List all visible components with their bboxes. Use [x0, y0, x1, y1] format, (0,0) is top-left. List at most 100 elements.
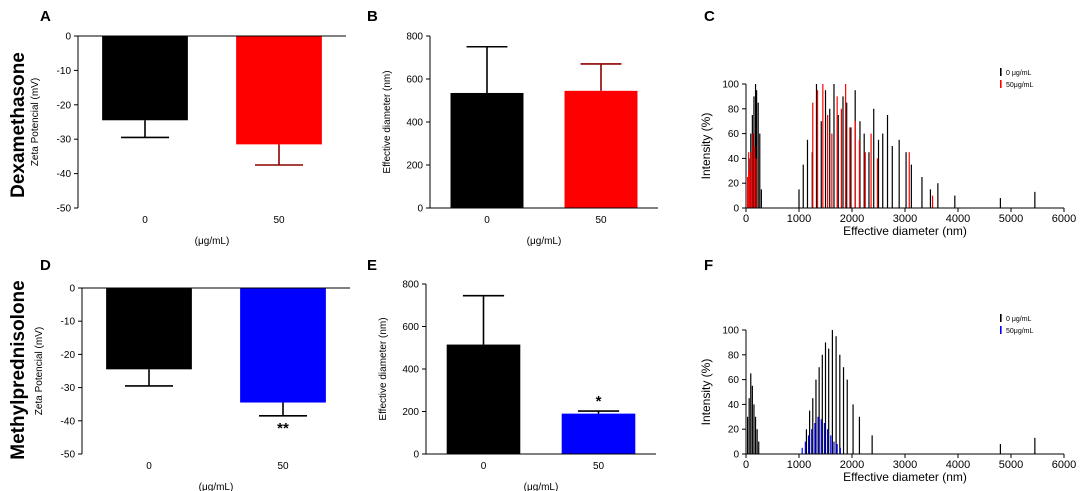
y-tick-label: 600 — [402, 322, 419, 333]
y-tick-label: -10 — [57, 66, 72, 77]
y-tick-label: 200 — [406, 161, 423, 172]
bar-50 — [561, 413, 636, 454]
x-tick-label: 0 — [484, 215, 490, 226]
x-axis-label: Effective diameter (nm) — [843, 224, 967, 238]
x-tick-label: 2000 — [840, 213, 864, 225]
y-tick-label: 20 — [728, 425, 740, 436]
bar-0 — [102, 36, 188, 121]
panel-letter: E — [367, 257, 377, 274]
bar-0 — [450, 92, 524, 208]
y-axis-label: Zeta Potencial (mV) — [34, 327, 45, 415]
panel-d: D 0 ** 50 0 -10 -20 -30 -40 -50 (μg/mL) Zeta Potenc… — [34, 257, 350, 491]
y-tick-label: 0 — [733, 450, 739, 461]
y-tick-label: -10 — [61, 317, 76, 328]
y-tick-label: 80 — [728, 350, 740, 361]
y-tick-label: 0 — [417, 204, 423, 215]
significance-marker: * — [596, 393, 602, 410]
legend-swatch — [1000, 314, 1002, 322]
x-tick-label: 0 — [142, 215, 148, 226]
x-axis-label: (μg/mL) — [195, 236, 230, 247]
panel-letter: A — [40, 8, 51, 25]
y-tick-label: 60 — [728, 129, 740, 140]
panels: A 0 50 0 -10 -20 -30 -40 -50 (μg/mL) Zeta Potencia… — [30, 8, 1076, 491]
x-tick-label: 3000 — [893, 459, 917, 471]
panel-letter: C — [704, 8, 715, 25]
x-tick-label: 0 — [146, 461, 152, 472]
panel-letter: B — [367, 8, 378, 25]
bar-50 — [240, 288, 326, 403]
legend-label: 0 μg/mL — [1006, 70, 1032, 77]
y-axis-label: Intensity (%) — [699, 113, 713, 180]
panel-a: A 0 50 0 -10 -20 -30 -40 -50 (μg/mL) Zeta Potencia… — [30, 8, 346, 247]
panel-b: B 0 50 0 200 400 600 800 (μg/mL) Effective diamet… — [367, 8, 658, 247]
y-tick-label: 800 — [406, 32, 423, 43]
x-axis-label: (μg/mL) — [527, 236, 562, 247]
x-tick-label: 50 — [595, 215, 607, 226]
y-tick-label: -40 — [61, 416, 76, 427]
y-axis-label: Zeta Potencial (mV) — [30, 78, 41, 166]
x-axis-label: (μg/mL) — [524, 482, 559, 491]
x-tick-label: 1000 — [787, 459, 811, 471]
y-tick-label: 400 — [406, 118, 423, 129]
y-tick-label: 800 — [402, 280, 419, 291]
x-tick-label: 0 — [481, 461, 487, 472]
x-tick-label: 2000 — [840, 459, 864, 471]
x-tick-label: 0 — [743, 459, 749, 471]
y-tick-label: 100 — [722, 326, 739, 337]
panel-e: E 0 * 50 0 200 400 600 800 (μg/mL) Effective diame… — [367, 257, 656, 491]
x-tick-label: 0 — [743, 213, 749, 225]
legend-label: 50μg/mL — [1006, 82, 1033, 89]
y-axis-label: Effective diameter (nm) — [382, 70, 393, 173]
legend-swatch — [1000, 80, 1002, 88]
y-tick-label: 0 — [733, 204, 739, 215]
row-label-dexamethasone: Dexamethasone — [8, 52, 29, 198]
y-tick-label: -20 — [57, 100, 72, 111]
y-tick-label: 80 — [728, 104, 740, 115]
y-tick-label: -50 — [61, 450, 76, 461]
x-tick-label: 4000 — [946, 213, 970, 225]
y-tick-label: 200 — [402, 407, 419, 418]
bar-0 — [106, 288, 192, 370]
significance-marker: ** — [277, 420, 289, 437]
x-tick-label: 50 — [273, 215, 285, 226]
x-tick-label: 4000 — [946, 459, 970, 471]
panel-letter: F — [704, 257, 713, 274]
x-tick-label: 1000 — [787, 213, 811, 225]
y-tick-label: -20 — [61, 350, 76, 361]
row-label-methylprednisolone: Methylprednisolone — [8, 280, 29, 459]
y-tick-label: 600 — [406, 75, 423, 86]
y-tick-label: -30 — [57, 135, 72, 146]
x-tick-label: 6000 — [1052, 459, 1076, 471]
x-tick-label: 6000 — [1052, 213, 1076, 225]
y-tick-label: 0 — [65, 32, 71, 43]
x-axis-label: Effective diameter (nm) — [843, 470, 967, 484]
y-tick-label: 100 — [722, 80, 739, 91]
y-tick-label: 400 — [402, 365, 419, 376]
legend-label: 50μg/mL — [1006, 328, 1033, 335]
y-tick-label: 60 — [728, 375, 740, 386]
x-axis-label: (μg/mL) — [199, 482, 234, 491]
y-axis-label: Effective diameter (nm) — [378, 317, 389, 420]
y-tick-label: 0 — [413, 450, 419, 461]
y-tick-label: 20 — [728, 179, 740, 190]
y-axis-label: Intensity (%) — [699, 359, 713, 426]
bar-0 — [446, 344, 521, 454]
y-tick-label: -30 — [61, 383, 76, 394]
y-tick-label: -40 — [57, 169, 72, 180]
y-tick-label: 0 — [69, 284, 75, 295]
bar-50 — [564, 90, 638, 208]
x-tick-label: 5000 — [999, 213, 1023, 225]
y-tick-label: -50 — [57, 204, 72, 215]
legend-swatch — [1000, 326, 1002, 334]
x-tick-label: 5000 — [999, 459, 1023, 471]
bar-50 — [236, 36, 322, 145]
panel-letter: D — [40, 257, 51, 274]
legend-label: 0 μg/mL — [1006, 316, 1032, 323]
legend-swatch — [1000, 68, 1002, 76]
y-tick-label: 40 — [728, 154, 740, 165]
x-tick-label: 50 — [277, 461, 289, 472]
x-tick-label: 3000 — [893, 213, 917, 225]
